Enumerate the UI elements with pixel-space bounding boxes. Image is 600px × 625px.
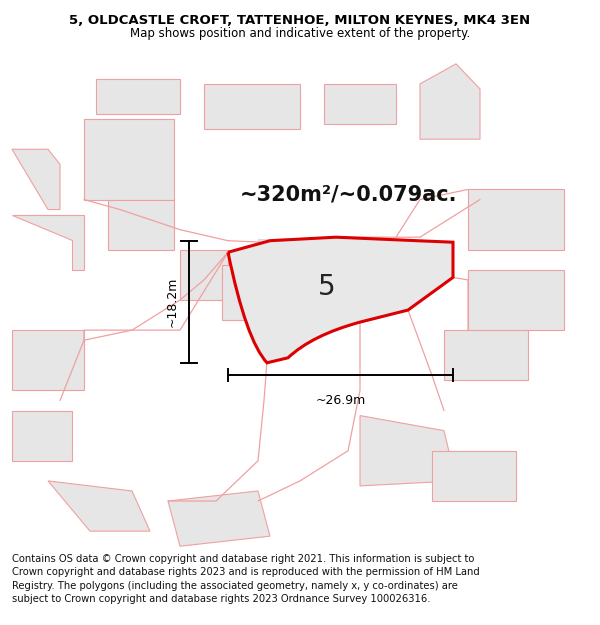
Polygon shape bbox=[12, 149, 60, 209]
Polygon shape bbox=[180, 250, 228, 300]
Text: ~18.2m: ~18.2m bbox=[166, 277, 179, 327]
Text: ~26.9m: ~26.9m bbox=[316, 394, 365, 407]
Polygon shape bbox=[48, 481, 150, 531]
Text: Map shows position and indicative extent of the property.: Map shows position and indicative extent… bbox=[130, 28, 470, 41]
Polygon shape bbox=[168, 491, 270, 546]
Text: ~320m²/~0.079ac.: ~320m²/~0.079ac. bbox=[239, 184, 457, 204]
Text: 5: 5 bbox=[318, 274, 336, 301]
Polygon shape bbox=[96, 79, 180, 114]
Polygon shape bbox=[360, 416, 456, 486]
Polygon shape bbox=[432, 451, 516, 501]
Polygon shape bbox=[204, 84, 300, 129]
Polygon shape bbox=[324, 84, 396, 124]
Polygon shape bbox=[420, 64, 480, 139]
Polygon shape bbox=[468, 270, 564, 330]
PathPatch shape bbox=[228, 237, 453, 362]
Text: 5, OLDCASTLE CROFT, TATTENHOE, MILTON KEYNES, MK4 3EN: 5, OLDCASTLE CROFT, TATTENHOE, MILTON KE… bbox=[70, 14, 530, 28]
Polygon shape bbox=[108, 199, 174, 250]
Polygon shape bbox=[468, 189, 564, 250]
Polygon shape bbox=[12, 330, 84, 391]
Polygon shape bbox=[444, 330, 528, 381]
Polygon shape bbox=[222, 265, 312, 320]
Polygon shape bbox=[84, 119, 174, 199]
Polygon shape bbox=[12, 214, 84, 270]
Text: Contains OS data © Crown copyright and database right 2021. This information is : Contains OS data © Crown copyright and d… bbox=[12, 554, 480, 604]
Polygon shape bbox=[12, 411, 72, 461]
Polygon shape bbox=[258, 237, 408, 322]
